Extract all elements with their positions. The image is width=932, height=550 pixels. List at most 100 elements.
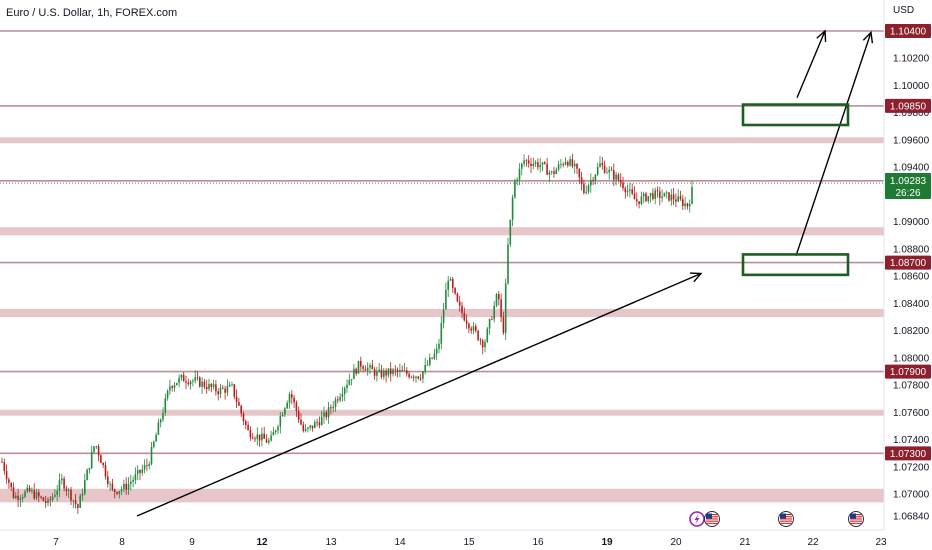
candle bbox=[383, 367, 385, 380]
candle-body bbox=[426, 364, 429, 366]
current-price: 1.09283 bbox=[890, 176, 927, 187]
candle bbox=[603, 160, 606, 174]
candle-body bbox=[185, 381, 187, 383]
level-tag: 1.09850 bbox=[885, 98, 931, 113]
candle-body bbox=[54, 494, 56, 497]
candle-body bbox=[670, 194, 673, 201]
us-flag-icon[interactable] bbox=[778, 511, 794, 527]
candle bbox=[502, 311, 505, 335]
candle bbox=[79, 493, 81, 509]
candle bbox=[564, 157, 567, 166]
zone-4 bbox=[0, 488, 884, 503]
candle-body bbox=[387, 368, 390, 376]
candle-body bbox=[357, 360, 360, 374]
candle bbox=[238, 397, 240, 407]
candle bbox=[366, 362, 369, 376]
candle bbox=[67, 487, 70, 498]
candle-body bbox=[72, 500, 75, 502]
candle bbox=[357, 360, 360, 374]
candle-body bbox=[44, 501, 47, 504]
candle-body bbox=[652, 193, 654, 199]
candle bbox=[247, 421, 249, 431]
candle bbox=[150, 442, 153, 466]
candle bbox=[56, 484, 58, 502]
candle-body bbox=[295, 402, 298, 412]
candle-body bbox=[316, 422, 318, 423]
candle bbox=[332, 401, 334, 413]
candle-body bbox=[649, 193, 652, 196]
candle-body bbox=[3, 461, 6, 472]
candle bbox=[28, 485, 31, 493]
candle-body bbox=[401, 370, 403, 371]
candle-body bbox=[576, 163, 578, 169]
candle-body bbox=[663, 192, 666, 197]
price-tick: 1.10000 bbox=[893, 81, 930, 92]
candle-body bbox=[93, 446, 95, 452]
candle bbox=[286, 400, 288, 410]
candle-body bbox=[311, 425, 314, 429]
candle-body bbox=[21, 496, 24, 499]
candle bbox=[314, 419, 316, 429]
candle bbox=[300, 413, 302, 426]
candle bbox=[302, 421, 305, 433]
candle-body bbox=[56, 490, 58, 495]
candle-body bbox=[677, 196, 679, 202]
candle bbox=[642, 191, 645, 204]
candle-body bbox=[217, 391, 219, 395]
candle bbox=[293, 394, 295, 408]
candle-body bbox=[610, 169, 613, 171]
candle bbox=[180, 374, 183, 381]
candle-body bbox=[40, 496, 42, 498]
candle bbox=[61, 473, 63, 485]
candle bbox=[35, 488, 38, 501]
candle bbox=[279, 412, 282, 434]
currency-label: USD bbox=[893, 5, 914, 16]
candle bbox=[546, 157, 548, 175]
candle-body bbox=[132, 480, 134, 482]
candle-body bbox=[636, 199, 638, 202]
candle bbox=[596, 163, 599, 177]
candle-body bbox=[608, 169, 610, 173]
candle-body bbox=[470, 328, 472, 331]
economic-events[interactable] bbox=[689, 511, 864, 527]
candle bbox=[527, 155, 530, 168]
candle-body bbox=[47, 499, 49, 504]
key-level-lines bbox=[0, 30, 884, 455]
candle bbox=[8, 477, 10, 489]
candle-body bbox=[617, 174, 620, 180]
candle bbox=[125, 477, 127, 495]
candle bbox=[341, 386, 344, 402]
candle-body bbox=[17, 495, 19, 500]
candle-body bbox=[178, 377, 180, 383]
us-flag-icon[interactable] bbox=[848, 511, 864, 527]
candle bbox=[31, 487, 33, 494]
candle-body bbox=[201, 381, 203, 387]
candle-body bbox=[633, 193, 636, 200]
candle bbox=[97, 444, 100, 462]
candle bbox=[426, 360, 429, 367]
candle-body bbox=[458, 301, 461, 306]
candle bbox=[463, 307, 466, 322]
candle bbox=[583, 179, 585, 195]
lightning-icon[interactable] bbox=[689, 511, 705, 527]
candle bbox=[111, 478, 114, 492]
candle bbox=[226, 379, 229, 397]
candle-body bbox=[143, 465, 146, 470]
candle bbox=[461, 301, 463, 319]
candle-body bbox=[550, 171, 553, 173]
candle bbox=[449, 277, 452, 282]
candle-body bbox=[141, 469, 144, 473]
candle bbox=[419, 374, 422, 382]
candle-body bbox=[334, 399, 337, 407]
candle-body bbox=[645, 193, 647, 202]
candle bbox=[201, 377, 203, 394]
candle-body bbox=[1, 461, 3, 463]
candle-body bbox=[189, 381, 192, 385]
candle-body bbox=[668, 192, 670, 201]
candle-body bbox=[219, 387, 222, 395]
candle bbox=[182, 372, 185, 382]
candle-body bbox=[33, 490, 35, 499]
us-flag-icon[interactable] bbox=[704, 511, 720, 527]
candle-body bbox=[629, 189, 631, 191]
